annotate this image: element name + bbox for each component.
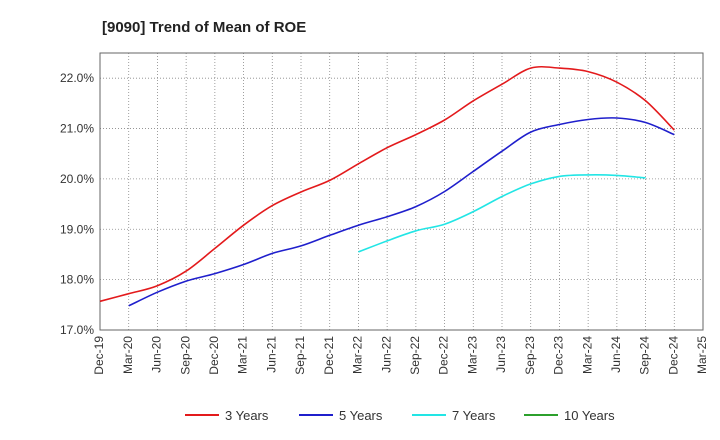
x-tick-label: Mar-22 — [351, 336, 365, 374]
y-tick-label: 21.0% — [60, 122, 94, 136]
x-tick-label: Jun-23 — [494, 336, 508, 373]
x-tick-label: Sep-22 — [408, 336, 422, 375]
series-lines — [99, 65, 675, 307]
x-tick-label: Dec-20 — [207, 336, 221, 375]
x-tick-label: Mar-21 — [236, 336, 250, 374]
x-tick-label: Mar-25 — [695, 336, 709, 374]
series-line-3 — [358, 174, 646, 253]
legend-label: 5 Years — [339, 408, 383, 423]
y-tick-label: 22.0% — [60, 71, 94, 85]
x-axis-tick-labels: Dec-19 Mar-20 Jun-20 Sep-20 Dec-20 Mar-21 Jun-… — [92, 336, 709, 375]
y-tick-label: 18.0% — [60, 273, 94, 287]
x-tick-label: Jun-22 — [379, 336, 393, 373]
y-tick-label: 17.0% — [60, 323, 94, 337]
legend-label: 7 Years — [452, 408, 496, 423]
x-tick-label: Mar-20 — [121, 336, 135, 374]
series-line-1 — [99, 65, 675, 303]
series-line-2 — [128, 117, 675, 307]
x-tick-label: Dec-22 — [437, 336, 451, 375]
y-axis-tick-labels: 17.0% 18.0% 19.0% 20.0% 21.0% 22.0% — [60, 71, 94, 337]
x-tick-label: Dec-23 — [552, 336, 566, 375]
grid — [100, 53, 703, 331]
legend-label: 3 Years — [225, 408, 269, 423]
x-tick-label: Dec-24 — [666, 336, 680, 375]
x-tick-label: Sep-24 — [638, 336, 652, 375]
x-tick-label: Jun-20 — [150, 336, 164, 373]
legend-label: 10 Years — [564, 408, 615, 423]
chart-title: [9090] Trend of Mean of ROE — [102, 19, 306, 36]
x-tick-label: Sep-20 — [178, 336, 192, 375]
x-tick-label: Jun-24 — [609, 336, 623, 373]
x-tick-label: Sep-21 — [293, 336, 307, 375]
x-tick-label: Sep-23 — [523, 336, 537, 375]
x-tick-label: Mar-24 — [580, 336, 594, 374]
x-tick-label: Jun-21 — [264, 336, 278, 373]
plot-area-frame — [99, 52, 704, 331]
x-tick-label: Dec-21 — [322, 336, 336, 375]
y-tick-label: 19.0% — [60, 222, 94, 236]
x-tick-label: Mar-23 — [465, 336, 479, 374]
y-tick-label: 20.0% — [60, 172, 94, 186]
legend: 3 Years 5 Years 7 Years 10 Years — [185, 408, 615, 423]
x-tick-label: Dec-19 — [92, 336, 106, 375]
